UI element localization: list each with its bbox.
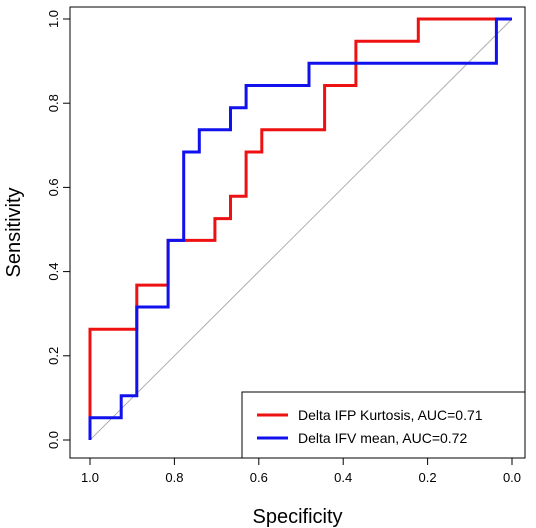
x-tick-label: 0.4 [334,470,352,485]
y-tick-label: 0.2 [46,347,61,365]
legend-entry-1: Delta IFP Kurtosis, AUC=0.71 [298,407,483,423]
plot-area [88,17,513,441]
legend-entry-2: Delta IFV mean, AUC=0.72 [298,430,467,446]
x-tick-label: 0.8 [165,470,183,485]
x-axis-title: Specificity [252,506,342,528]
roc-curve-series-1 [88,17,512,440]
y-tick-label: 0.8 [46,94,61,112]
reference-diagonal-line [89,18,513,441]
y-tick-label: 1.0 [46,10,61,28]
legend: Delta IFP Kurtosis, AUC=0.71 Delta IFV me… [241,391,526,459]
x-tick-label: 0.2 [419,470,437,485]
legend-box [241,391,526,459]
x-tick-label: 0.0 [503,470,521,485]
x-tick-label: 0.6 [250,470,268,485]
roc-curve-series-2 [88,17,512,440]
y-tick-label: 0.0 [46,431,61,449]
axes: 1.0 0.8 0.6 0.4 0.2 0.0 0.0 0.2 0.4 0.6 0.8 1.0 Spec… [3,6,526,528]
x-tick-label: 1.0 [81,470,99,485]
y-tick-label: 0.6 [46,178,61,196]
y-axis-title: Sensitivity [3,187,25,277]
y-tick-label: 0.4 [46,263,61,281]
